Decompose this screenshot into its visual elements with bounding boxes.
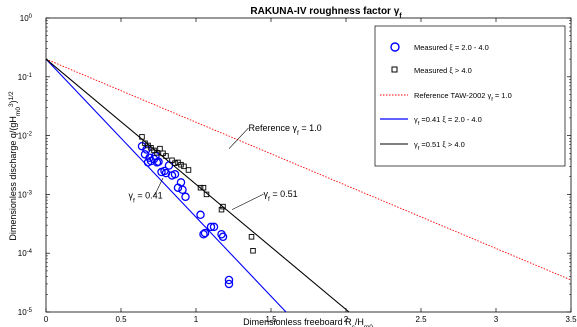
data-point-square [185,167,192,173]
data-point-square [172,160,178,166]
data-point-square [163,153,169,159]
x-tick-label: 3 [494,315,499,324]
legend: Measured ξ = 2.0 - 4.0 Measured ξ > 4.0 … [374,25,566,167]
data-point-circle [200,228,210,238]
series-line [45,58,350,313]
y-tick-label: 100 [20,14,33,23]
chart-title: RAKUNA-IV roughness factor γf [250,6,402,20]
legend-marker-circle [390,42,400,52]
plot-area [45,17,572,313]
annotation-label: γf = 0.51 [264,189,298,203]
legend-box [374,25,566,167]
data-point-circle [154,157,163,166]
y-tick-label: 10-4 [18,249,33,258]
data-point-square [181,163,187,170]
series-lines [45,58,572,313]
data-point-square [218,206,225,213]
y-tick-label: 10-3 [18,190,33,199]
data-point-circle [199,230,208,239]
data-markers [137,134,256,289]
data-point-square [169,157,175,164]
annotation-label: Reference γf = 1.0 [249,123,322,137]
data-point-square [203,191,210,198]
data-point-circle [224,279,234,289]
legend-label-measured-2-4: Measured ξ = 2.0 - 4.0 [414,43,489,52]
x-axis-title: Dimensionless freeboard Rc/Hm0 [243,317,373,327]
y-tick-label: 10-5 [18,308,33,317]
legend-label-gamma-051: γf =0.51 ξ > 4.0 [414,140,465,152]
data-point-circle [206,222,216,232]
series-line [45,58,287,313]
annotation-leader [228,127,249,149]
data-point-square [178,161,184,168]
data-point-square [197,184,204,191]
legend-label-gamma-041: γf =0.41 ξ = 2.0 - 4.0 [414,115,482,127]
data-point-square [220,203,226,210]
data-point-square [154,150,160,156]
annotations: Reference γf = 1.0 γf = 0.41 γf = 0.51 [129,123,322,210]
x-tick-label: 2.5 [415,315,427,324]
data-point-square [250,248,256,254]
annotation-leader [231,193,264,210]
y-tick-label: 10-2 [18,132,33,141]
x-tick-label: 2 [344,315,349,324]
legend-label-measured-gt-4: Measured ξ > 4.0 [414,66,472,75]
legend-marker-square [391,66,398,73]
axis-ticks: 0 0.5 1 1.5 2 2.5 3 3.5 10-5 10-4 10-3 10-2 10-1 100 [18,14,577,324]
data-point-circle [178,185,187,194]
series-line [45,58,572,281]
x-tick-label: 1.5 [265,315,277,324]
data-point-square [139,134,145,140]
data-point-circle [196,210,205,220]
x-tick-label: 0.5 [115,315,127,324]
annotation-leader [154,177,164,196]
data-point-square [157,145,163,152]
x-tick-label: 0 [44,315,49,324]
data-point-circle [170,170,180,179]
x-tick-label: 3.5 [565,315,577,324]
y-tick-label: 10-1 [18,73,33,82]
data-point-circle [224,275,234,285]
y-axis-title: Dimensionless discharge q/(gHm03)1/2 [8,91,22,241]
data-point-circle [160,166,169,176]
legend-label-reference: Reference TAW-2002 γf = 1.0 [414,91,512,103]
data-point-circle [218,232,228,242]
data-point-square [200,184,207,191]
x-tick-label: 1 [194,315,199,324]
data-point-square [248,234,255,240]
data-point-circle [181,192,190,202]
annotation-label: γf = 0.41 [129,191,163,205]
data-point-circle [209,222,219,232]
